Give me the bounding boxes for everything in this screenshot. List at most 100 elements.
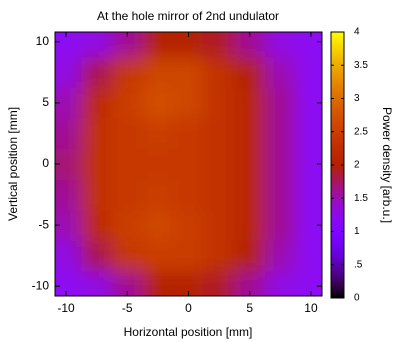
colorbar-tick-label: 2.5 <box>354 126 368 137</box>
heatmap-cell <box>295 32 322 58</box>
heatmap-cell <box>295 179 322 211</box>
colorbar-tick-label: .5 <box>354 259 363 270</box>
y-tick-label: 10 <box>36 34 50 48</box>
heatmap-cell <box>295 148 322 180</box>
heatmap-cell <box>173 87 205 119</box>
heatmap <box>55 32 322 296</box>
colorbar-tick-label: 2 <box>354 160 360 171</box>
heatmap-cell <box>142 179 174 211</box>
y-tick-label: -10 <box>32 278 50 292</box>
x-tick-label: -10 <box>57 301 75 315</box>
x-tick-label: 5 <box>246 301 253 315</box>
heatmap-cell <box>203 240 235 272</box>
y-axis-label: Vertical position [mm] <box>6 107 20 221</box>
heatmap-cell <box>173 118 205 150</box>
heatmap-cell <box>81 32 113 58</box>
x-tick-label: -5 <box>122 301 133 315</box>
heatmap-cell <box>295 87 322 119</box>
heatmap-cell <box>203 209 235 241</box>
x-tick-label: 10 <box>304 301 318 315</box>
heatmap-cell <box>265 179 297 211</box>
heatmap-cell <box>81 240 113 272</box>
heatmap-cell <box>203 179 235 211</box>
heatmap-cell <box>203 57 235 89</box>
heatmap-cell <box>142 209 174 241</box>
heatmap-cell <box>81 118 113 150</box>
heatmap-cell <box>203 32 235 58</box>
heatmap-cell <box>265 57 297 89</box>
heatmap-cell <box>265 270 297 296</box>
heatmap-cell <box>295 270 322 296</box>
heatmap-cell <box>142 32 174 58</box>
colorbar-tick-label: 4 <box>354 27 360 38</box>
heatmap-cell <box>265 240 297 272</box>
heatmap-cell <box>265 148 297 180</box>
heatmap-cell <box>55 240 82 272</box>
heatmap-cell <box>265 118 297 150</box>
heatmap-cell <box>81 270 113 296</box>
heatmap-cell <box>55 87 82 119</box>
heatmap-cell <box>81 87 113 119</box>
heatmap-cell <box>81 179 113 211</box>
heatmap-cell <box>234 118 266 150</box>
colorbar-tick-label: 3 <box>354 93 360 104</box>
heatmap-cell <box>295 118 322 150</box>
heatmap-cell <box>203 87 235 119</box>
heatmap-cell <box>295 209 322 241</box>
heatmap-cell <box>234 87 266 119</box>
y-tick-label: 5 <box>42 95 49 109</box>
colorbar-tick-label: 1 <box>354 226 360 237</box>
heatmap-cell <box>234 148 266 180</box>
heatmap-cell <box>111 118 144 150</box>
heatmap-cell <box>55 118 82 150</box>
heatmap-cell <box>81 148 113 180</box>
heatmap-cell <box>142 270 174 296</box>
y-tick-label: -5 <box>38 217 49 231</box>
heatmap-cell <box>203 118 235 150</box>
heatmap-cell <box>142 57 174 89</box>
heatmap-cell <box>111 57 144 89</box>
heatmap-cell <box>173 240 205 272</box>
colorbar-tick-label: 3.5 <box>354 60 368 71</box>
heatmap-cell <box>111 209 144 241</box>
heatmap-cell <box>55 179 82 211</box>
heatmap-cell <box>55 270 82 296</box>
heatmap-cell <box>55 148 82 180</box>
colorbar-tick-label: 0 <box>354 293 360 304</box>
axes: -10 -5 0 5 10 -10 -5 0 5 10 0 .5 1 1.5 2 2.5 3 3.5 4 <box>32 27 369 316</box>
heatmap-cell <box>234 57 266 89</box>
x-axis-label: Horizontal position [mm] <box>124 325 253 339</box>
heatmap-cell <box>111 179 144 211</box>
heatmap-cell <box>234 179 266 211</box>
heatmap-cell <box>234 240 266 272</box>
heatmap-cell <box>295 240 322 272</box>
heatmap-cell <box>111 240 144 272</box>
heatmap-cell <box>142 148 174 180</box>
y-tick-label: 0 <box>42 156 49 170</box>
heatmap-cell <box>111 148 144 180</box>
heatmap-cell <box>173 209 205 241</box>
heatmap-cell <box>55 209 82 241</box>
heatmap-cell <box>142 118 174 150</box>
heatmap-cell <box>295 57 322 89</box>
heatmap-cell <box>142 240 174 272</box>
colorbar-label: Power density [arb.u.] <box>380 107 394 223</box>
colorbar-tick-label: 1.5 <box>354 193 368 204</box>
heatmap-cell <box>173 148 205 180</box>
chart-title: At the hole mirror of 2nd undulator <box>97 9 279 23</box>
heatmap-cell <box>265 87 297 119</box>
heatmap-cell <box>173 57 205 89</box>
heatmap-cell <box>142 87 174 119</box>
heatmap-cell <box>81 209 113 241</box>
x-tick-label: 0 <box>185 301 192 315</box>
heatmap-cell <box>203 148 235 180</box>
heatmap-cell <box>81 57 113 89</box>
heatmap-cell <box>234 209 266 241</box>
heatmap-cell <box>173 179 205 211</box>
heatmap-cell <box>111 87 144 119</box>
heatmap-cell <box>265 209 297 241</box>
heatmap-cell <box>265 32 297 58</box>
heatmap-cell <box>203 270 235 296</box>
heatmap-cell <box>55 32 82 58</box>
